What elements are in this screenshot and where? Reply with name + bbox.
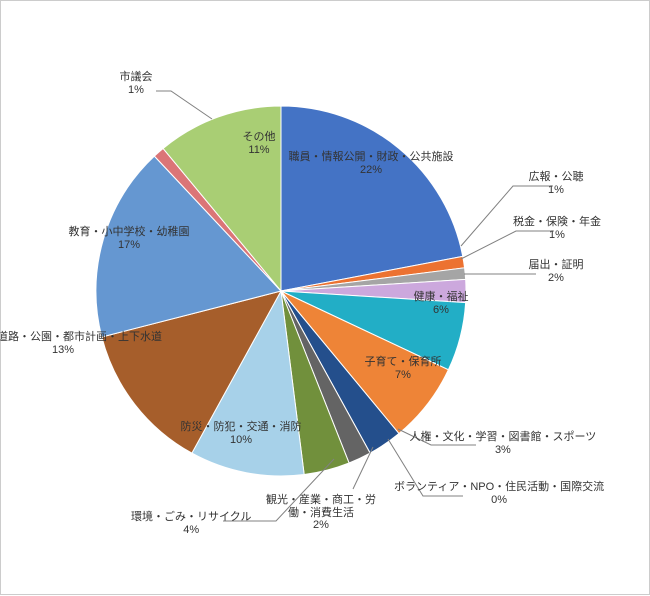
pie-chart: 職員・情報公開・財政・公共施設 22%広報・公聴 1%税金・保険・年金 1%届出… bbox=[0, 0, 650, 595]
pie-svg bbox=[1, 1, 650, 596]
leader-line bbox=[398, 429, 476, 445]
leader-line bbox=[388, 439, 463, 496]
leader-line bbox=[156, 91, 212, 119]
leader-line bbox=[461, 186, 553, 246]
leader-line bbox=[461, 231, 554, 259]
